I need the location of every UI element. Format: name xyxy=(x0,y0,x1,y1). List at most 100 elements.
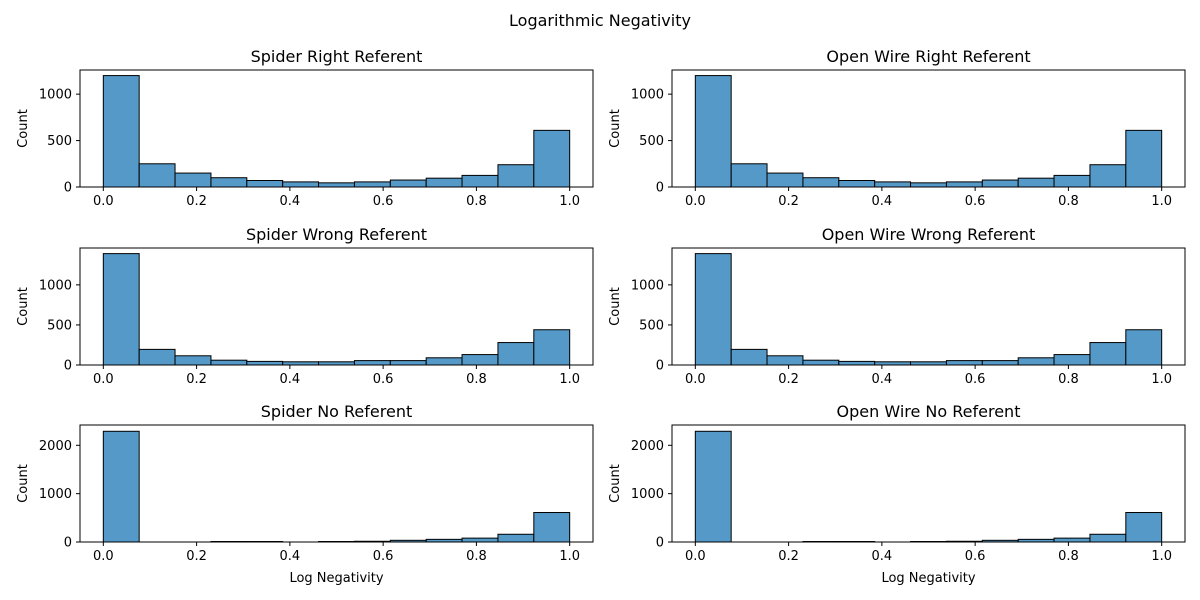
histogram-bar xyxy=(174,172,212,188)
x-tick-label: 0.0 xyxy=(93,194,114,209)
histogram-bar xyxy=(497,342,535,366)
y-tick-label: 0 xyxy=(656,536,664,551)
subplot-title: Spider Wrong Referent xyxy=(246,225,427,244)
x-tick-label: 0.0 xyxy=(93,549,114,564)
x-tick-label: 0.4 xyxy=(872,194,893,209)
subplot-grid: Spider Right Referent 0.0 0.2 0.4 0.6 0.8 1.0 0… xyxy=(16,47,1186,586)
x-axis-label: Log Negativity xyxy=(289,571,383,586)
histogram-bar xyxy=(1053,354,1091,366)
histogram-bar xyxy=(802,359,840,366)
x-tick-label: 0.4 xyxy=(872,549,893,564)
y-tick-label: 500 xyxy=(639,134,664,149)
x-tick-label: 0.6 xyxy=(965,194,986,209)
x-tick-label: 0.6 xyxy=(373,549,394,564)
y-tick-label: 500 xyxy=(47,134,72,149)
subplot: Spider Right Referent 0.0 0.2 0.4 0.6 0.8 1.0 0… xyxy=(16,47,594,209)
x-tick-label: 0.6 xyxy=(965,372,986,387)
histogram-bar xyxy=(533,129,571,188)
y-tick-label: 1000 xyxy=(39,278,72,293)
x-tick-label: 0.4 xyxy=(280,372,301,387)
x-tick-label: 1.0 xyxy=(559,549,580,564)
y-tick-label: 0 xyxy=(656,359,664,374)
x-tick-label: 0.4 xyxy=(280,549,301,564)
histogram-bar xyxy=(838,180,876,188)
histogram-bar xyxy=(694,253,732,366)
x-tick-label: 0.8 xyxy=(1058,194,1079,209)
subplot: Open Wire No Referent 0.0 0.2 0.4 0.6 0.8 1.0 0… xyxy=(608,402,1186,586)
x-tick-label: 0.0 xyxy=(685,194,706,209)
x-tick-label: 0.8 xyxy=(466,372,487,387)
histogram-bar xyxy=(1053,537,1091,543)
x-tick-label: 1.0 xyxy=(1151,194,1172,209)
subplot-title: Spider No Referent xyxy=(261,402,412,421)
subplot-title: Open Wire Right Referent xyxy=(826,47,1030,66)
histogram-bar xyxy=(497,533,535,543)
y-tick-label: 500 xyxy=(47,318,72,333)
histogram-bar xyxy=(694,430,732,543)
y-tick-label: 0 xyxy=(64,359,72,374)
x-tick-label: 0.2 xyxy=(186,372,207,387)
histogram-bar xyxy=(282,181,320,188)
x-tick-label: 0.6 xyxy=(965,549,986,564)
y-tick-label: 0 xyxy=(656,181,664,196)
histogram-bar xyxy=(766,172,804,188)
axes-frame xyxy=(79,424,594,543)
histogram-bar xyxy=(730,348,768,366)
figure-title: Logarithmic Negativity xyxy=(509,11,691,30)
histogram-bar xyxy=(102,75,140,188)
histogram-bar xyxy=(461,174,499,188)
x-tick-label: 0.2 xyxy=(778,372,799,387)
y-tick-label: 0 xyxy=(64,536,72,551)
x-tick-label: 0.4 xyxy=(872,372,893,387)
x-tick-label: 0.8 xyxy=(466,549,487,564)
histogram-bar xyxy=(174,355,212,366)
histogram-bar xyxy=(874,181,912,188)
x-tick-label: 0.2 xyxy=(186,194,207,209)
histogram-bar xyxy=(102,430,140,543)
histogram-bar xyxy=(1089,342,1127,366)
x-tick-label: 0.6 xyxy=(373,372,394,387)
y-tick-label: 2000 xyxy=(631,439,664,454)
x-tick-label: 0.2 xyxy=(778,549,799,564)
y-axis-label: Count xyxy=(608,287,623,326)
x-tick-label: 1.0 xyxy=(559,194,580,209)
histogram-bar xyxy=(730,163,768,188)
histogram-bar xyxy=(1125,512,1163,543)
y-tick-label: 1000 xyxy=(39,88,72,103)
subplot: Open Wire Wrong Referent 0.0 0.2 0.4 0.6 0.8 1… xyxy=(608,225,1186,387)
histogram-bar xyxy=(1089,164,1127,188)
x-tick-label: 0.8 xyxy=(466,194,487,209)
histogram-bar xyxy=(353,181,391,188)
histogram-bar xyxy=(210,177,248,188)
subplot-title: Open Wire No Referent xyxy=(837,402,1021,421)
y-axis-label: Count xyxy=(608,464,623,503)
histogram-bar xyxy=(461,354,499,366)
y-axis-label: Count xyxy=(16,464,31,503)
histogram-bar xyxy=(138,348,176,366)
y-axis-label: Count xyxy=(16,287,31,326)
histogram-bar xyxy=(389,360,427,366)
x-tick-label: 0.8 xyxy=(1058,549,1079,564)
axes-frame xyxy=(671,69,1186,188)
histogram-bar xyxy=(425,357,463,366)
histogram-bar xyxy=(102,253,140,366)
histogram-bar xyxy=(497,164,535,188)
histogram-bar xyxy=(981,179,1019,188)
subplot-title: Spider Right Referent xyxy=(251,47,423,66)
x-tick-label: 0.6 xyxy=(373,194,394,209)
x-tick-label: 1.0 xyxy=(1151,549,1172,564)
histogram-bar xyxy=(1017,357,1055,366)
histogram-bar xyxy=(910,182,947,188)
x-tick-label: 1.0 xyxy=(559,372,580,387)
axes-frame xyxy=(671,424,1186,543)
histogram-bar xyxy=(1017,177,1055,188)
x-tick-label: 0.0 xyxy=(93,372,114,387)
histogram-bar xyxy=(353,360,391,366)
histogram-bar xyxy=(246,180,284,188)
histogram-bar xyxy=(981,360,1019,366)
y-tick-label: 0 xyxy=(64,181,72,196)
histogram-bar xyxy=(461,537,499,543)
x-axis-label: Log Negativity xyxy=(881,571,975,586)
histogram-bar xyxy=(945,360,983,366)
